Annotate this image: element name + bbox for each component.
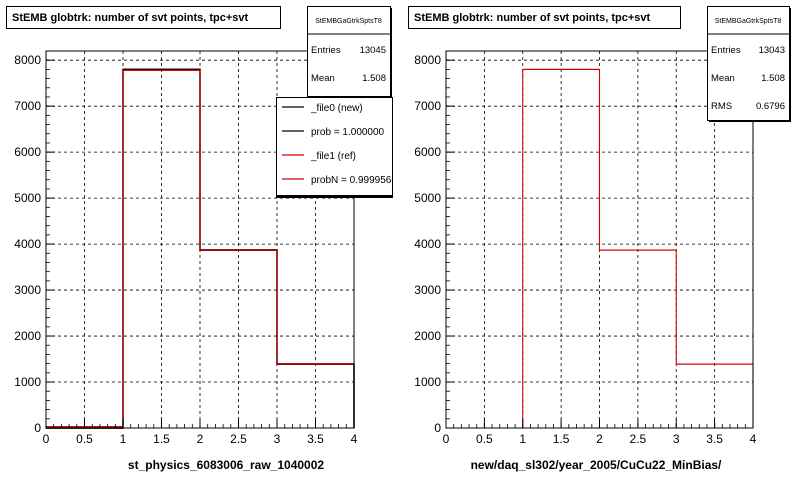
y-tick-label: 0 xyxy=(34,421,41,435)
stats-box xyxy=(707,6,790,121)
x-tick-label: 3 xyxy=(274,432,281,446)
y-tick-label: 7000 xyxy=(14,99,41,113)
legend: _file0 (new) prob = 1.000000 _file1 (ref) p… xyxy=(276,97,393,198)
stats-label: Mean xyxy=(311,73,335,84)
y-tick-label: 6000 xyxy=(14,145,41,159)
x-tick-label: 2.5 xyxy=(630,432,647,446)
x-tick-label: 2 xyxy=(197,432,204,446)
stats-value: 1.508 xyxy=(761,73,785,84)
y-tick-label: 3000 xyxy=(14,283,41,297)
stats-name: StEMBGaGtrkSptsT8 xyxy=(315,18,382,25)
chart-title-box xyxy=(408,6,681,29)
x-axis-label: st_physics_6083006_raw_1040002 xyxy=(128,458,324,472)
chart-panel-1: StEMB globtrk: number of svt points, tpc… xyxy=(6,6,393,472)
x-tick-label: 0 xyxy=(43,432,50,446)
chart-title: StEMB globtrk: number of svt points, tpc… xyxy=(12,12,249,24)
chart-title-box xyxy=(6,6,281,29)
stats-value: 1.508 xyxy=(362,73,386,84)
y-tick-label: 0 xyxy=(434,421,441,435)
stats-label: Entries xyxy=(711,45,741,56)
x-tick-label: 1 xyxy=(519,432,526,446)
y-tick-label: 7000 xyxy=(414,99,441,113)
y-tick-label: 5000 xyxy=(14,191,41,205)
stats-value: 13043 xyxy=(759,45,785,56)
y-tick-label: 4000 xyxy=(14,237,41,251)
x-tick-label: 4 xyxy=(750,432,757,446)
chart-title: StEMB globtrk: number of svt points, tpc… xyxy=(414,12,651,24)
stats-label: RMS xyxy=(711,101,732,112)
legend-label: _file0 (new) xyxy=(310,103,363,114)
y-tick-label: 2000 xyxy=(14,329,41,343)
x-tick-label: 1.5 xyxy=(153,432,170,446)
y-tick-label: 3000 xyxy=(414,283,441,297)
x-tick-label: 2.5 xyxy=(230,432,247,446)
legend-shadow xyxy=(276,195,393,198)
x-tick-label: 3 xyxy=(673,432,680,446)
y-tick-label: 8000 xyxy=(14,53,41,67)
stats-label: Entries xyxy=(311,45,341,56)
chart-panel-2: StEMB globtrk: number of svt points, tpc… xyxy=(408,6,791,472)
y-tick-label: 2000 xyxy=(414,329,441,343)
x-tick-label: 1 xyxy=(120,432,127,446)
legend-label: probN = 0.999956 xyxy=(311,175,392,186)
stats-value: 13045 xyxy=(360,45,386,56)
x-tick-label: 0.5 xyxy=(476,432,493,446)
x-tick-label: 0 xyxy=(443,432,450,446)
y-tick-label: 1000 xyxy=(14,375,41,389)
y-tick-label: 1000 xyxy=(414,375,441,389)
x-tick-label: 3.5 xyxy=(307,432,324,446)
y-tick-label: 5000 xyxy=(414,191,441,205)
x-tick-label: 4 xyxy=(351,432,358,446)
legend-label: prob = 1.000000 xyxy=(311,127,385,138)
x-tick-label: 0.5 xyxy=(76,432,93,446)
x-tick-label: 3.5 xyxy=(706,432,723,446)
y-tick-label: 8000 xyxy=(414,53,441,67)
y-tick-label: 6000 xyxy=(414,145,441,159)
x-tick-label: 1.5 xyxy=(553,432,570,446)
stats-box xyxy=(307,6,391,97)
stats-label: Mean xyxy=(711,73,735,84)
stats-name: StEMBGaGtrkSptsT8 xyxy=(715,18,782,25)
legend-label: _file1 (ref) xyxy=(310,151,356,162)
x-axis-label: new/daq_sl302/year_2005/CuCu22_MinBias/ xyxy=(471,458,722,472)
y-tick-label: 4000 xyxy=(414,237,441,251)
x-tick-label: 2 xyxy=(596,432,603,446)
stats-value: 0.6796 xyxy=(756,101,785,112)
